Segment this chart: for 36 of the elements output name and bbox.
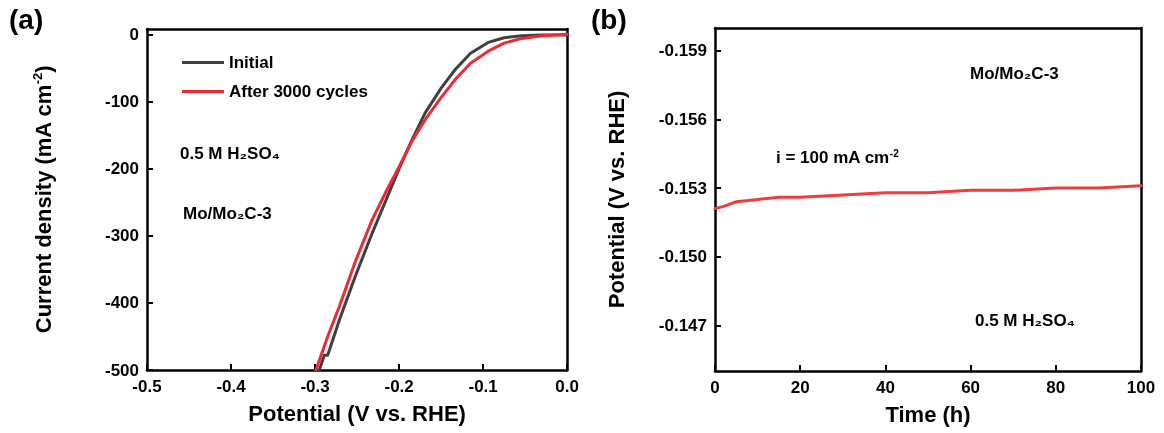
x-tick-label: 100 <box>1126 378 1156 397</box>
line-series <box>713 184 1143 211</box>
x-tick-label: -0.1 <box>468 377 498 396</box>
chart-title: (a) <box>9 3 44 35</box>
x-tick-label: 20 <box>790 378 810 397</box>
y-tick-label: -0.147 <box>658 315 707 335</box>
y-tick-label: 0 <box>129 24 139 44</box>
legend-label: Initial <box>229 53 274 72</box>
y-axis-title: Potential (V vs. RHE) <box>603 90 629 309</box>
x-tick-label: -0.5 <box>132 377 162 396</box>
y-tick-label: -0.153 <box>658 178 707 198</box>
legend-label: After 3000 cycles <box>229 82 368 101</box>
y-tick-label: -200 <box>104 159 139 179</box>
x-axis-title: Time (h) <box>885 401 971 427</box>
y-tick-label: -500 <box>104 360 139 380</box>
x-tick-label: 0.0 <box>555 377 579 396</box>
y-tick-label: -0.150 <box>658 247 707 267</box>
y-tick-label: -0.156 <box>658 109 707 129</box>
x-tick-label: 0 <box>710 378 720 397</box>
annotation: Mo/Mo₂C-3 <box>970 64 1059 83</box>
y-tick-label: -0.159 <box>658 41 707 61</box>
x-tick-label: 60 <box>961 378 981 397</box>
x-tick-label: -0.2 <box>384 377 414 396</box>
x-tick-label: 40 <box>875 378 895 397</box>
annotation: 0.5 M H₂SO₄ <box>975 311 1075 330</box>
annotation: 0.5 M H₂SO₄ <box>180 144 280 163</box>
y-axis-title: Current density (mA cm-2) <box>30 65 56 334</box>
annotation: Mo/Mo₂C-3 <box>183 204 272 223</box>
y-tick-label: -300 <box>104 226 139 246</box>
x-tick-label: -0.3 <box>300 377 330 396</box>
y-tick-label: -100 <box>104 92 139 111</box>
y-tick-label: -400 <box>104 293 139 313</box>
chart-title: (b) <box>591 3 627 35</box>
x-tick-label: -0.4 <box>216 377 247 396</box>
x-tick-label: 80 <box>1046 378 1066 397</box>
x-axis-title: Potential (V vs. RHE) <box>248 400 466 426</box>
